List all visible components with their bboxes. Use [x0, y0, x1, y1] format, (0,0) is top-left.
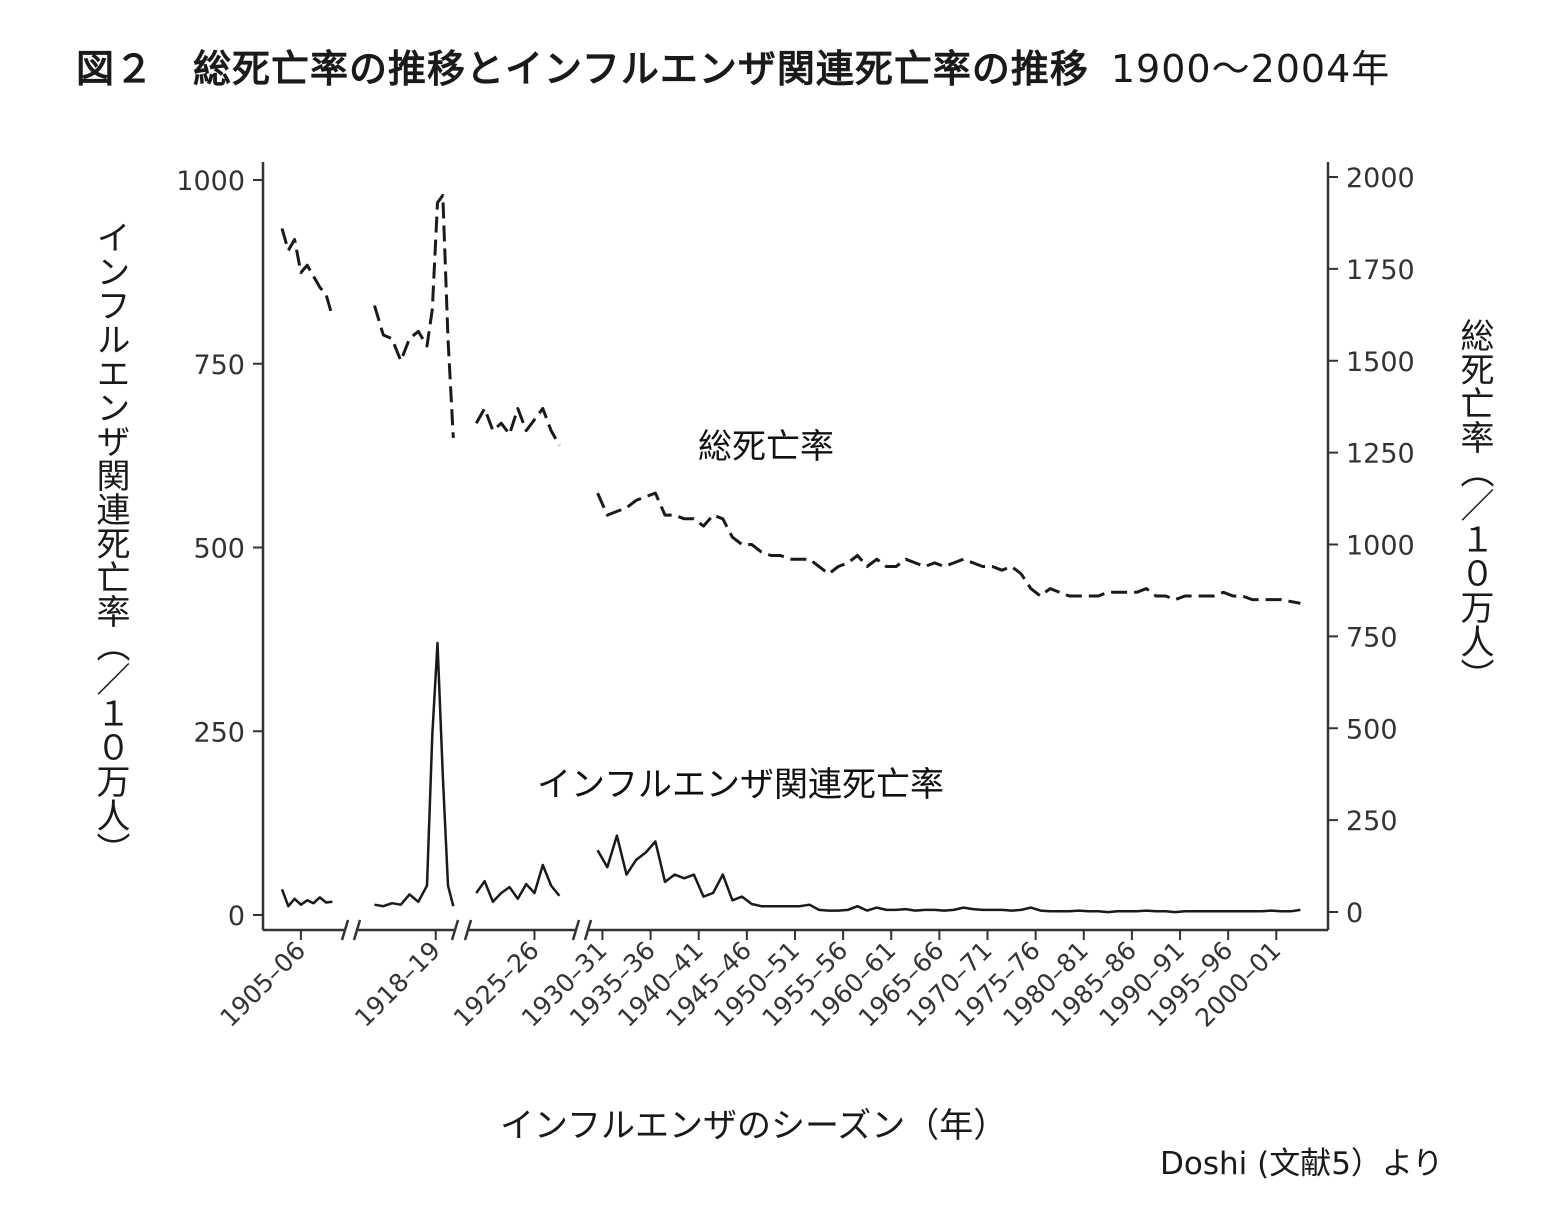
x-axis-break-mark: [352, 919, 362, 941]
right-y-tick-label: 0: [1346, 898, 1363, 929]
x-axis-break-mark: [571, 919, 581, 941]
left-y-tick-label: 0: [228, 901, 245, 932]
right-y-tick-label: 1500: [1346, 347, 1415, 378]
influenza-mortality-line: [475, 863, 561, 904]
right-y-tick-label: 1250: [1346, 439, 1415, 470]
right-y-tick-label: 500: [1346, 714, 1398, 745]
total-mortality-line: [596, 491, 1301, 605]
series-label-total-mortality: 総死亡率: [698, 427, 834, 467]
left-y-tick-label: 500: [193, 534, 245, 565]
total-mortality-line: [373, 193, 455, 438]
right-y-tick-label: 250: [1346, 806, 1398, 837]
left-y-tick-label: 750: [193, 350, 245, 381]
x-tick-label: 1918–19: [349, 936, 446, 1033]
figure-title-main: 図２ 総死亡率の推移とインフルエンザ関連死亡率の推移: [76, 47, 1089, 91]
right-y-tick-label: 2000: [1346, 163, 1415, 194]
influenza-mortality-line: [374, 641, 455, 908]
influenza-mortality-line: [280, 888, 333, 908]
right-y-tick-label: 750: [1346, 622, 1398, 653]
left-y-tick-label: 250: [193, 717, 245, 748]
left-y-tick-label: 1000: [176, 166, 245, 197]
x-axis-title: インフルエンザのシーズン（年）: [500, 1106, 1008, 1146]
right-y-axis-title: 総死亡率（／１０万人）: [1454, 318, 1494, 692]
x-tick-label: 1905–06: [214, 936, 311, 1033]
x-axis-break-mark: [463, 919, 473, 941]
right-y-tick-label: 1000: [1346, 531, 1415, 562]
x-axis-break-mark: [340, 919, 350, 941]
x-axis-break-mark: [583, 919, 593, 941]
total-mortality-line: [474, 407, 561, 447]
x-axis-break-mark: [450, 919, 460, 941]
influenza-mortality-line: [596, 834, 1301, 914]
left-y-axis-title: インフルエンザ関連死亡率（／１０万人）: [90, 220, 130, 866]
right-y-tick-label: 1750: [1346, 255, 1415, 286]
figure-title-range: 1900～2004年: [1110, 47, 1391, 91]
series-label-influenza-mortality: インフルエンザ関連死亡率: [537, 765, 944, 805]
figure-title: 図２ 総死亡率の推移とインフルエンザ関連死亡率の推移 1900～2004年: [76, 38, 1390, 93]
total-mortality-line: [280, 228, 334, 318]
source-note: Doshi (文献5）より: [1160, 1146, 1444, 1182]
